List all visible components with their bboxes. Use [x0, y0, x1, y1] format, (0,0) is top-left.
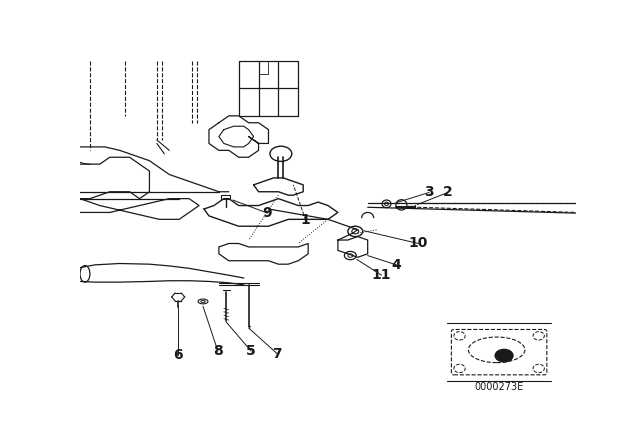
Text: 4: 4: [392, 258, 401, 272]
Text: 3: 3: [424, 185, 434, 199]
Circle shape: [495, 349, 513, 362]
Text: 10: 10: [408, 237, 428, 250]
Text: 2: 2: [443, 185, 453, 199]
Text: 7: 7: [273, 347, 282, 361]
Text: 8: 8: [213, 344, 223, 358]
Text: 11: 11: [372, 268, 391, 282]
Text: 6: 6: [173, 348, 183, 362]
Text: 9: 9: [262, 206, 272, 220]
Text: 0000273E: 0000273E: [474, 382, 524, 392]
Text: 5: 5: [246, 344, 256, 358]
Bar: [221, 194, 230, 198]
Text: 1: 1: [301, 213, 310, 227]
